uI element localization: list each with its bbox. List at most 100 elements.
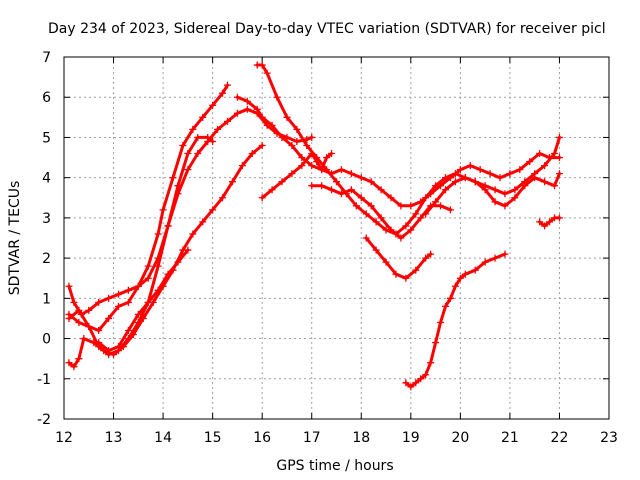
y-tick-label: 5 [42, 130, 51, 146]
series-line [260, 152, 333, 200]
data-point [387, 194, 395, 202]
data-point [402, 222, 410, 230]
data-point [407, 202, 415, 210]
data-point [233, 93, 241, 101]
data-point [184, 150, 192, 158]
data-point [501, 250, 509, 258]
grid [64, 57, 609, 419]
data-point [551, 150, 558, 158]
data-point [367, 178, 375, 186]
data-point [442, 174, 449, 182]
data-point [214, 125, 222, 133]
plot-frame [63, 56, 610, 420]
x-tick-label: 19 [402, 430, 420, 446]
data-point [333, 178, 340, 186]
data-point [174, 182, 182, 190]
x-tick-label: 14 [154, 430, 172, 446]
data-point [303, 141, 311, 149]
data-point [80, 335, 88, 343]
data-point [506, 170, 514, 178]
data-point [228, 178, 236, 186]
data-point [362, 210, 370, 218]
y-axis-label: SDTVAR / TECUs [7, 181, 23, 296]
data-point [298, 162, 306, 170]
data-point [238, 162, 246, 170]
x-axis-label: GPS time / hours [276, 458, 393, 474]
data-point [115, 290, 122, 298]
data-point [283, 113, 291, 121]
data-point [209, 137, 217, 145]
data-point [511, 194, 519, 202]
data-point [199, 218, 207, 226]
data-point [169, 174, 177, 182]
data-point [75, 355, 83, 363]
data-point [219, 194, 227, 202]
data-point [526, 158, 534, 166]
data-point [65, 314, 73, 322]
data-point [372, 246, 380, 254]
data-point [134, 282, 142, 290]
data-point [402, 379, 410, 387]
y-tick-label: -2 [37, 412, 51, 428]
y-tick-label: 6 [42, 90, 51, 106]
series-line [67, 144, 264, 369]
data-point [154, 230, 162, 238]
data-series [65, 61, 563, 391]
data-point [209, 206, 217, 214]
data-point [422, 194, 430, 202]
data-point [75, 306, 83, 314]
data-point [387, 226, 395, 234]
y-tick-label: 4 [42, 171, 51, 187]
data-point [308, 182, 316, 190]
data-point [456, 274, 464, 282]
data-point [397, 202, 405, 210]
data-point [427, 250, 435, 258]
data-point [328, 150, 336, 158]
series-line [255, 63, 561, 236]
data-point [377, 186, 385, 194]
series-line [404, 252, 507, 389]
series-track-3 [65, 141, 266, 371]
data-point [174, 258, 182, 266]
data-point [85, 306, 93, 314]
data-point [154, 286, 162, 294]
x-tick-label: 12 [55, 430, 73, 446]
data-point [328, 186, 336, 194]
data-point [496, 174, 504, 182]
y-tick-label: 7 [42, 50, 51, 66]
data-point [65, 282, 73, 290]
data-point [278, 178, 286, 186]
data-point [288, 141, 296, 149]
data-point [209, 101, 217, 109]
data-point [298, 154, 306, 162]
data-point [412, 266, 420, 274]
x-tick-label: 22 [551, 430, 569, 446]
data-point [402, 274, 410, 282]
data-point [451, 170, 459, 178]
data-point [124, 286, 132, 294]
data-point [243, 97, 251, 105]
y-tick-label: 0 [42, 332, 51, 348]
x-tick-label: 20 [451, 430, 469, 446]
data-point [105, 314, 113, 322]
data-point [555, 214, 563, 222]
series-track-5 [95, 246, 192, 355]
data-point [511, 186, 519, 194]
data-point [85, 322, 93, 330]
data-point [471, 178, 479, 186]
y-tick-label: -1 [37, 372, 51, 388]
data-point [224, 81, 231, 89]
series-line [67, 107, 314, 316]
data-point [258, 113, 266, 121]
data-point [124, 298, 132, 306]
series-line [67, 135, 215, 357]
x-tick-label: 21 [501, 430, 519, 446]
data-point [194, 150, 202, 158]
data-point [362, 234, 370, 242]
data-point [268, 186, 276, 194]
data-point [471, 266, 479, 274]
x-tick-label: 13 [105, 430, 123, 446]
x-tick-label: 18 [352, 430, 370, 446]
data-point [95, 327, 103, 335]
